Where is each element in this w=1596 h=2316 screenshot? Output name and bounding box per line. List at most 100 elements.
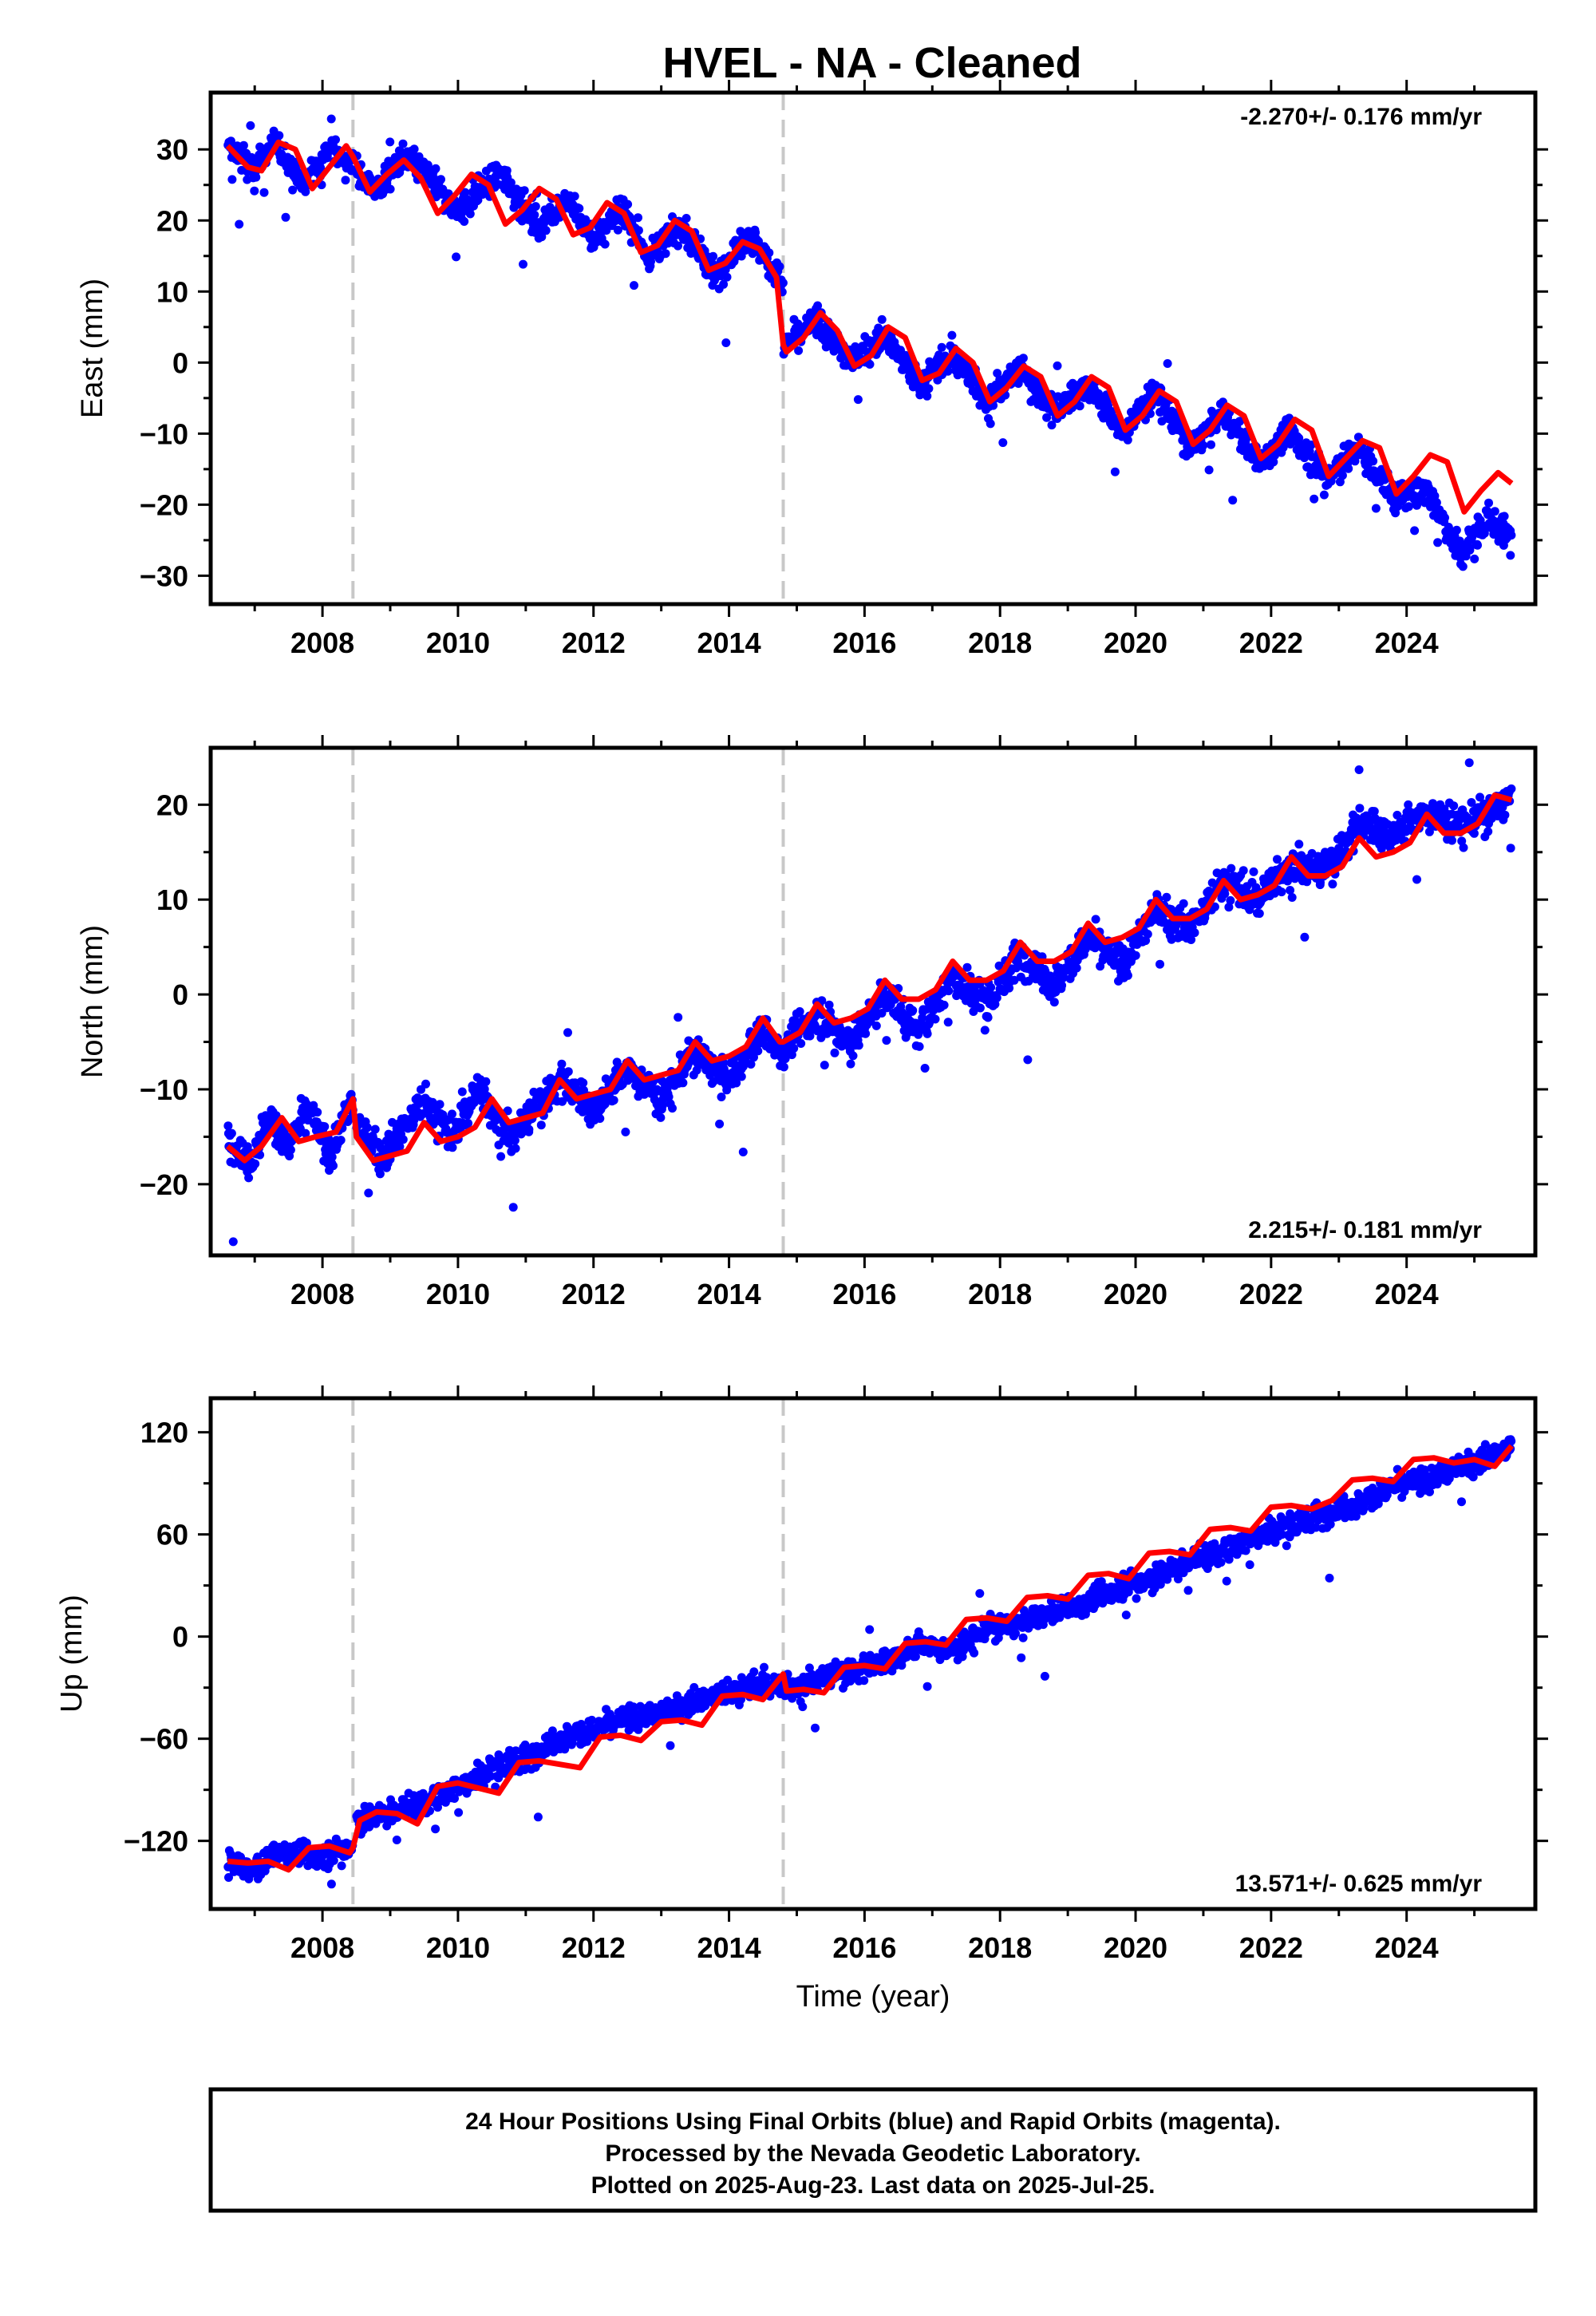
data-point bbox=[246, 121, 255, 130]
data-point bbox=[421, 1079, 430, 1089]
data-point bbox=[337, 1861, 346, 1871]
y-tick-label: 30 bbox=[156, 133, 188, 166]
data-point bbox=[228, 1237, 238, 1247]
data-point bbox=[1287, 893, 1297, 902]
data-point bbox=[519, 186, 529, 196]
data-point bbox=[1190, 928, 1199, 938]
data-point bbox=[778, 279, 788, 287]
data-point bbox=[239, 140, 248, 150]
data-point bbox=[1224, 903, 1234, 912]
data-point bbox=[623, 200, 633, 209]
data-point bbox=[531, 202, 540, 211]
data-point bbox=[692, 1065, 701, 1075]
data-point bbox=[980, 1026, 990, 1035]
data-point bbox=[600, 239, 610, 249]
data-point bbox=[944, 986, 954, 996]
data-point bbox=[398, 1135, 408, 1144]
north-panel: 2008 2010 2012 2014 2016 2018 2020 2022 2024−20−… bbox=[76, 735, 1548, 1310]
data-point bbox=[1507, 784, 1516, 793]
data-point bbox=[587, 1715, 597, 1725]
data-point bbox=[1249, 867, 1258, 876]
data-point bbox=[409, 1791, 418, 1800]
data-point bbox=[992, 993, 1001, 1002]
data-point bbox=[998, 438, 1008, 448]
data-point bbox=[753, 1046, 763, 1056]
data-point bbox=[674, 241, 682, 251]
east-y-axis-label: East (mm) bbox=[76, 279, 109, 418]
data-point bbox=[986, 419, 995, 429]
data-point bbox=[288, 185, 298, 195]
data-point bbox=[409, 144, 419, 154]
data-point bbox=[947, 330, 957, 340]
data-point bbox=[1023, 1055, 1033, 1065]
data-point bbox=[1143, 930, 1152, 939]
east-velocity-label: -2.270+/- 0.176 mm/yr bbox=[1240, 104, 1482, 130]
y-tick-label: −20 bbox=[140, 1168, 188, 1201]
data-point bbox=[1199, 441, 1208, 450]
data-point bbox=[533, 1812, 543, 1822]
data-point bbox=[738, 1148, 748, 1156]
data-point bbox=[1210, 902, 1219, 911]
x-tick-label: 2020 bbox=[1104, 1278, 1167, 1310]
data-point bbox=[281, 212, 290, 222]
data-point bbox=[865, 360, 875, 369]
data-point bbox=[1476, 516, 1485, 525]
data-point bbox=[431, 1824, 440, 1834]
data-point bbox=[813, 301, 823, 310]
data-point bbox=[557, 1059, 567, 1069]
up-panel: 2008 2010 2012 2014 2016 2018 2020 2022 2024−120… bbox=[55, 1385, 1548, 1964]
data-point bbox=[1344, 464, 1353, 473]
data-point bbox=[1131, 951, 1140, 960]
x-tick-label: 2010 bbox=[426, 626, 490, 659]
data-point bbox=[448, 1109, 456, 1119]
data-point bbox=[1448, 836, 1456, 845]
data-point bbox=[520, 1765, 529, 1774]
data-point bbox=[937, 342, 946, 352]
data-point bbox=[983, 1013, 993, 1022]
data-point bbox=[460, 217, 469, 226]
data-point bbox=[719, 279, 729, 289]
data-point bbox=[251, 1159, 260, 1168]
data-point bbox=[1369, 456, 1378, 466]
data-point bbox=[341, 176, 350, 185]
data-point bbox=[437, 175, 445, 184]
data-point bbox=[301, 1128, 310, 1138]
data-point bbox=[600, 1099, 610, 1109]
data-point bbox=[541, 226, 551, 235]
data-point bbox=[1238, 866, 1248, 875]
data-point bbox=[1404, 800, 1413, 809]
x-tick-label: 2016 bbox=[832, 626, 896, 659]
data-point bbox=[656, 1113, 666, 1122]
data-point bbox=[575, 204, 584, 213]
data-point bbox=[721, 338, 731, 347]
data-point bbox=[1179, 899, 1188, 908]
data-point bbox=[737, 1072, 746, 1081]
data-point bbox=[939, 1000, 949, 1010]
data-point bbox=[1277, 887, 1286, 897]
data-point bbox=[431, 164, 440, 173]
data-point bbox=[613, 225, 622, 235]
data-point bbox=[1273, 855, 1282, 864]
east-fit-line bbox=[225, 139, 1514, 515]
data-point bbox=[1350, 456, 1360, 466]
data-point bbox=[563, 1067, 573, 1077]
data-point bbox=[223, 1121, 233, 1131]
data-point bbox=[250, 186, 259, 196]
data-point bbox=[661, 249, 670, 259]
data-point bbox=[530, 210, 539, 219]
data-point bbox=[820, 1061, 829, 1070]
data-point bbox=[392, 1836, 401, 1844]
data-point bbox=[975, 1003, 985, 1013]
data-point bbox=[496, 1152, 506, 1161]
data-point bbox=[678, 1078, 688, 1088]
data-point bbox=[452, 252, 461, 262]
data-point bbox=[709, 251, 718, 261]
data-point bbox=[286, 1145, 295, 1155]
data-point bbox=[861, 1029, 871, 1038]
x-tick-label: 2008 bbox=[290, 1278, 354, 1310]
x-tick-label: 2020 bbox=[1104, 626, 1167, 659]
data-point bbox=[1254, 909, 1264, 919]
x-tick-label: 2018 bbox=[968, 1278, 1032, 1310]
east-frame bbox=[208, 90, 1538, 607]
